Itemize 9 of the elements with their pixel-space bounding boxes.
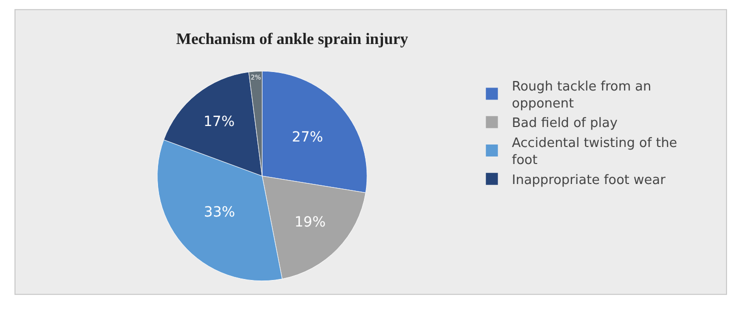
legend-label: Rough tackle from an opponent	[512, 79, 652, 112]
legend-label: Inappropriate foot wear	[512, 172, 666, 188]
chart-title: Mechanism of ankle sprain injury	[176, 31, 408, 48]
data-label: 17%	[204, 114, 235, 130]
data-label: 19%	[294, 214, 326, 230]
data-label: 27%	[292, 129, 324, 146]
legend-label: Accidental twisting of the foot	[512, 136, 678, 168]
data-label: 33%	[204, 204, 236, 220]
legend-label: Bad field of play	[512, 116, 618, 132]
